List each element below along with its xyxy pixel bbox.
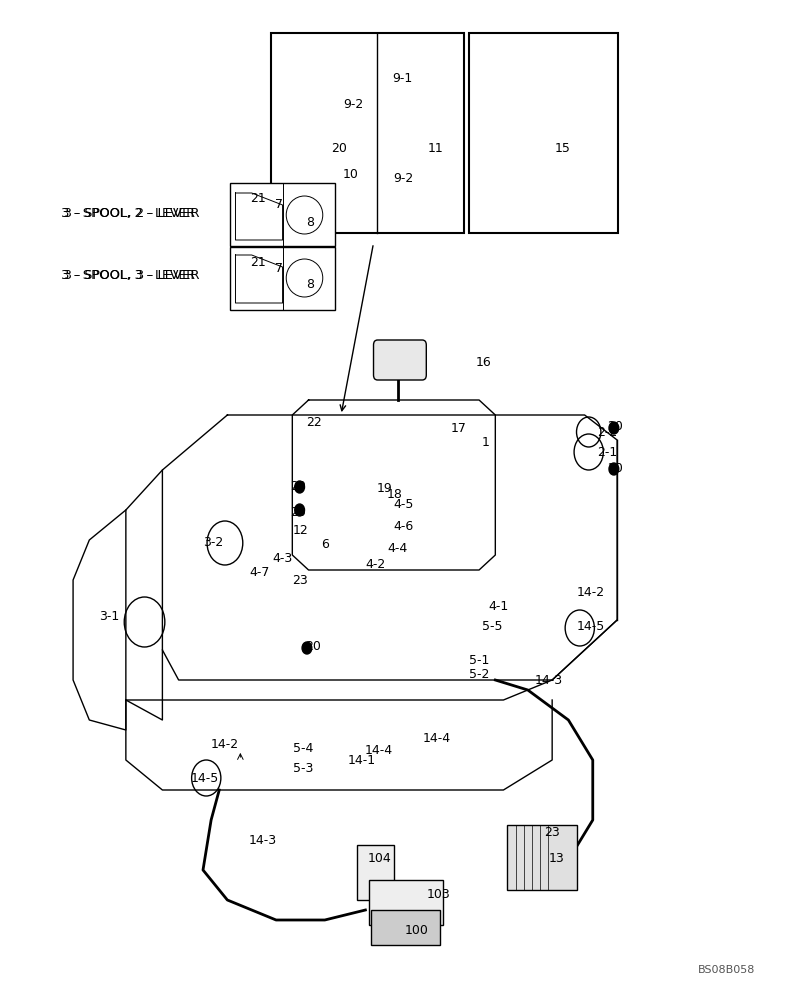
Text: 6: 6	[320, 538, 328, 552]
Bar	[469, 33, 617, 233]
Text: 3 - SPOOL, 3 - LEVER: 3 - SPOOL, 3 - LEVER	[61, 268, 199, 282]
Text: 23: 23	[292, 574, 308, 586]
Text: 18: 18	[386, 488, 402, 502]
Text: 5-1: 5-1	[468, 654, 489, 666]
Text: 104: 104	[367, 852, 392, 864]
Bar	[230, 183, 335, 246]
Text: 14-1: 14-1	[347, 754, 375, 766]
Text: 22: 22	[306, 416, 322, 430]
Bar	[507, 825, 576, 890]
FancyBboxPatch shape	[373, 340, 426, 380]
Text: 3 - SPOOL, 2 - LEVER: 3 - SPOOL, 2 - LEVER	[61, 207, 199, 220]
Text: 14-3: 14-3	[248, 834, 276, 846]
Text: 5-3: 5-3	[292, 762, 313, 774]
Text: 10: 10	[342, 168, 358, 182]
Text: 4-4: 4-4	[388, 542, 407, 554]
Ellipse shape	[285, 196, 322, 234]
Text: 20: 20	[607, 420, 623, 434]
Text: 14-4: 14-4	[423, 732, 450, 744]
Text: 20: 20	[304, 640, 320, 652]
Text: 3-1: 3-1	[99, 610, 118, 624]
Text: 3 - SPOOL, 2 - LEVER: 3 - SPOOL, 2 - LEVER	[64, 207, 195, 220]
Circle shape	[608, 463, 618, 475]
Text: 4-2: 4-2	[365, 558, 384, 572]
Text: 5-5: 5-5	[481, 620, 502, 634]
Text: 3 - SPOOL, 3 - LEVER: 3 - SPOOL, 3 - LEVER	[64, 268, 195, 282]
Text: 5-4: 5-4	[292, 742, 313, 754]
Text: 13: 13	[547, 852, 564, 864]
Text: 7: 7	[275, 198, 283, 212]
Circle shape	[294, 481, 304, 493]
Bar	[369, 880, 442, 925]
Text: 14-5: 14-5	[577, 620, 604, 634]
Text: 8: 8	[306, 216, 314, 229]
Text: 12: 12	[292, 524, 308, 536]
Bar	[230, 247, 335, 310]
Text: 2-2: 2-2	[597, 426, 616, 438]
Text: 23: 23	[543, 826, 560, 838]
Text: 5-2: 5-2	[468, 668, 489, 682]
Text: 14-3: 14-3	[534, 674, 562, 686]
Bar	[371, 910, 440, 945]
Text: 9-2: 9-2	[343, 99, 363, 111]
Text: 14-5: 14-5	[191, 772, 218, 784]
Text: 4-6: 4-6	[393, 520, 413, 534]
Text: 20: 20	[331, 141, 347, 154]
Text: 14-4: 14-4	[364, 744, 392, 756]
Text: 15: 15	[554, 141, 570, 154]
Text: 8: 8	[306, 278, 314, 292]
Text: 14-2: 14-2	[577, 586, 604, 599]
Text: 20: 20	[290, 506, 306, 518]
Text: 9-2: 9-2	[393, 172, 413, 184]
Text: 20: 20	[607, 462, 623, 475]
Text: 7: 7	[275, 261, 283, 274]
Text: 2-1: 2-1	[597, 446, 616, 460]
Text: 4-1: 4-1	[488, 599, 508, 612]
Text: 103: 103	[426, 888, 450, 902]
Bar	[271, 33, 463, 233]
Text: 20: 20	[290, 481, 306, 493]
Text: 4-5: 4-5	[393, 498, 414, 512]
Circle shape	[302, 642, 311, 654]
Text: 11: 11	[427, 141, 444, 154]
Text: 9-1: 9-1	[392, 72, 411, 85]
Circle shape	[608, 422, 618, 434]
Text: 4-7: 4-7	[249, 566, 270, 580]
Text: BS08B058: BS08B058	[697, 965, 754, 975]
Text: 16: 16	[474, 357, 491, 369]
Text: 21: 21	[250, 255, 266, 268]
Text: 4-3: 4-3	[272, 552, 292, 564]
Text: 1: 1	[481, 436, 489, 450]
Text: 21: 21	[250, 192, 266, 205]
Text: 100: 100	[404, 924, 428, 936]
Text: 19: 19	[375, 482, 392, 494]
Circle shape	[294, 504, 304, 516]
Text: 14-2: 14-2	[211, 738, 238, 752]
Text: 3-2: 3-2	[203, 536, 222, 550]
Ellipse shape	[285, 259, 322, 297]
Bar	[357, 845, 393, 900]
Text: 17: 17	[450, 422, 466, 434]
